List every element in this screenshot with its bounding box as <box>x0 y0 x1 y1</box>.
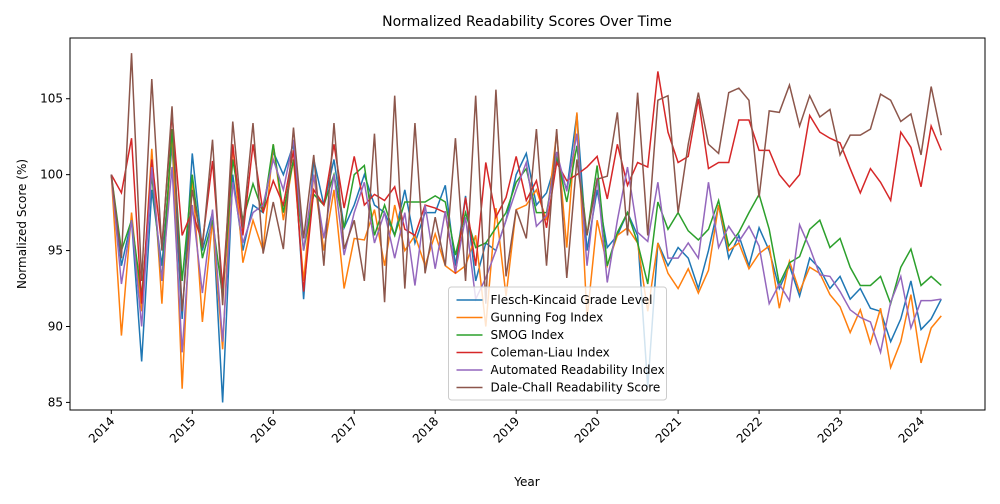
x-tick-label: 2017 <box>329 414 360 445</box>
y-tick-label: 105 <box>40 92 63 106</box>
y-axis-label: Normalized Score (%) <box>15 159 29 289</box>
y-tick-label: 90 <box>48 319 63 333</box>
x-tick-label: 2023 <box>815 414 846 445</box>
x-tick-label: 2014 <box>86 414 117 445</box>
legend-box <box>448 286 667 401</box>
x-tick-label: 2024 <box>896 414 927 445</box>
y-tick-label: 100 <box>40 168 63 182</box>
x-tick-label: 2019 <box>491 414 522 445</box>
legend-label: Flesch-Kincaid Grade Level <box>491 293 653 307</box>
series-line <box>110 53 943 312</box>
x-axis-label: Year <box>513 475 539 489</box>
x-tick-label: 2021 <box>653 414 684 445</box>
x-tick-label: 2015 <box>167 414 198 445</box>
series-line <box>110 71 942 304</box>
legend-label: Automated Readability Index <box>491 363 665 377</box>
legend-label: SMOG Index <box>491 328 565 342</box>
series-line <box>110 133 942 356</box>
x-tick-label: 2020 <box>572 414 603 445</box>
y-tick-label: 95 <box>48 244 63 258</box>
x-tick-label: 2018 <box>410 414 441 445</box>
legend-label: Gunning Fog Index <box>491 311 604 325</box>
y-tick-label: 85 <box>48 395 63 409</box>
x-tick-label: 2016 <box>248 414 279 445</box>
chart-title: Normalized Readability Scores Over Time <box>382 14 672 30</box>
series-line <box>110 112 942 389</box>
legend: Flesch-Kincaid Grade Level Gunning Fog In… <box>448 286 667 401</box>
plot-frame <box>69 37 986 411</box>
legend-label: Dale-Chall Readability Score <box>491 381 661 395</box>
series-line <box>110 129 942 307</box>
legend-label: Coleman-Liau Index <box>491 346 610 360</box>
x-tick-label: 2022 <box>734 414 765 445</box>
